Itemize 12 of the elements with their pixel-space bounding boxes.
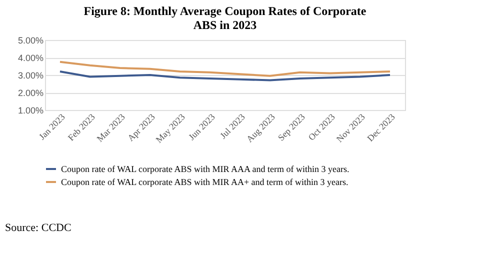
y-tick-label: 5.00%	[18, 36, 44, 46]
y-tick-label: 4.00%	[18, 53, 44, 63]
y-tick-label: 1.00%	[18, 106, 44, 116]
source-note: Source: CCDC	[5, 222, 72, 234]
legend-label: Coupon rate of WAL corporate ABS with MIR AA+ and term of within 3 years.	[61, 177, 348, 187]
text: ABS in 2023	[193, 18, 257, 32]
y-tick-label: 2.00%	[18, 88, 44, 98]
legend-label: Coupon rate of WAL corporate ABS with MIR AAA and term of within 3 years.	[61, 164, 350, 174]
line-series	[59, 60, 391, 77]
text: Figure 8: Monthly Average Coupon Rates of Corporate	[84, 4, 366, 18]
line-series	[59, 70, 391, 82]
y-tick-label: 3.00%	[18, 70, 44, 80]
